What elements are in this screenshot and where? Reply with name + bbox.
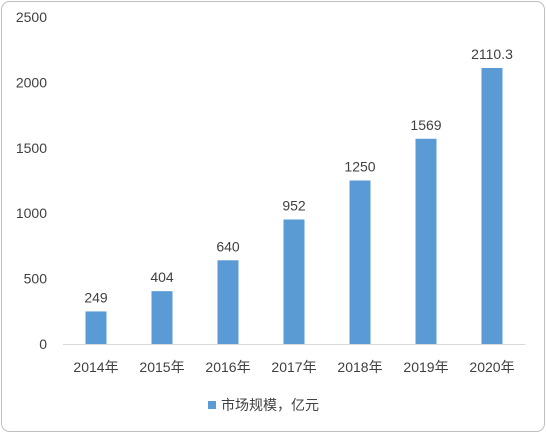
y-axis-tick-labels: 0 500 1000 1500 2000 2500 xyxy=(16,9,47,352)
x-tick-label-2014: 2014年 xyxy=(73,359,118,375)
y-tick-label: 0 xyxy=(39,336,47,352)
bar-2019 xyxy=(415,138,437,344)
x-tick-label-2020: 2020年 xyxy=(469,359,514,375)
y-tick-label: 1000 xyxy=(16,205,47,221)
data-label-2018: 1250 xyxy=(344,159,375,175)
bar-series xyxy=(85,67,503,344)
data-label-2019: 1569 xyxy=(410,117,441,133)
bar-2014 xyxy=(85,311,107,344)
x-tick-label-2019: 2019年 xyxy=(403,359,448,375)
data-label-2015: 404 xyxy=(150,269,174,285)
data-label-2014: 249 xyxy=(84,289,108,305)
bar-2016 xyxy=(217,260,239,344)
x-axis-tick-labels: 2014年 2015年 2016年 2017年 2018年 2019年 2020年 xyxy=(73,359,514,375)
y-tick-label: 500 xyxy=(24,271,48,287)
data-label-2016: 640 xyxy=(216,238,240,254)
y-tick-label: 2000 xyxy=(16,74,47,90)
y-tick-label: 1500 xyxy=(16,140,47,156)
data-label-2017: 952 xyxy=(282,197,306,213)
bar-2015 xyxy=(151,291,173,344)
legend-label: 市场规模，亿元 xyxy=(221,397,319,413)
x-tick-label-2016: 2016年 xyxy=(205,359,250,375)
x-tick-label-2017: 2017年 xyxy=(271,359,316,375)
legend-swatch xyxy=(208,401,216,409)
bar-2017 xyxy=(283,219,305,344)
bar-2020 xyxy=(481,67,503,344)
x-tick-label-2015: 2015年 xyxy=(139,359,184,375)
bar-2018 xyxy=(349,180,371,344)
legend: 市场规模，亿元 xyxy=(208,397,319,413)
data-label-2020: 2110.3 xyxy=(471,46,513,62)
y-tick-label: 2500 xyxy=(16,9,47,25)
x-tick-label-2018: 2018年 xyxy=(337,359,382,375)
data-labels: 249 404 640 952 1250 1569 2110.3 xyxy=(84,46,513,305)
